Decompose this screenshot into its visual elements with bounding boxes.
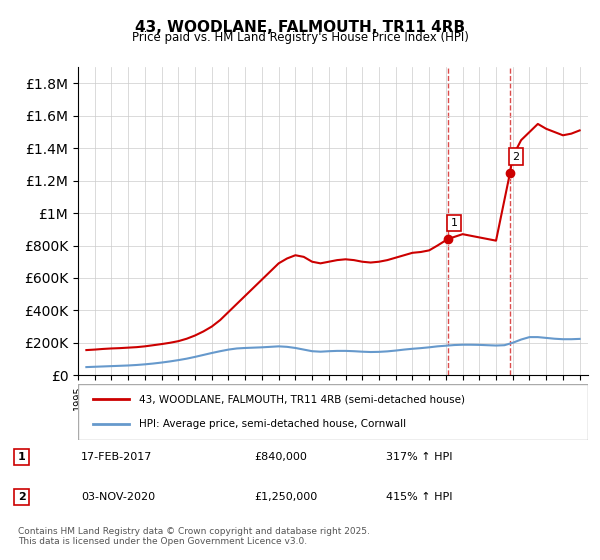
Text: 17-FEB-2017: 17-FEB-2017 <box>81 452 152 462</box>
Text: 03-NOV-2020: 03-NOV-2020 <box>81 492 155 502</box>
Text: 415% ↑ HPI: 415% ↑ HPI <box>386 492 453 502</box>
Text: £840,000: £840,000 <box>254 452 307 462</box>
Text: £1,250,000: £1,250,000 <box>254 492 317 502</box>
Text: 1: 1 <box>451 218 457 228</box>
Text: 43, WOODLANE, FALMOUTH, TR11 4RB (semi-detached house): 43, WOODLANE, FALMOUTH, TR11 4RB (semi-d… <box>139 394 465 404</box>
Text: 1: 1 <box>18 452 26 462</box>
Text: HPI: Average price, semi-detached house, Cornwall: HPI: Average price, semi-detached house,… <box>139 419 406 429</box>
Text: 2: 2 <box>512 152 520 162</box>
Text: 43, WOODLANE, FALMOUTH, TR11 4RB: 43, WOODLANE, FALMOUTH, TR11 4RB <box>135 20 465 35</box>
FancyBboxPatch shape <box>78 384 588 440</box>
Text: Price paid vs. HM Land Registry's House Price Index (HPI): Price paid vs. HM Land Registry's House … <box>131 31 469 44</box>
Text: 2: 2 <box>18 492 26 502</box>
Text: Contains HM Land Registry data © Crown copyright and database right 2025.
This d: Contains HM Land Registry data © Crown c… <box>18 526 370 546</box>
Text: 317% ↑ HPI: 317% ↑ HPI <box>386 452 453 462</box>
